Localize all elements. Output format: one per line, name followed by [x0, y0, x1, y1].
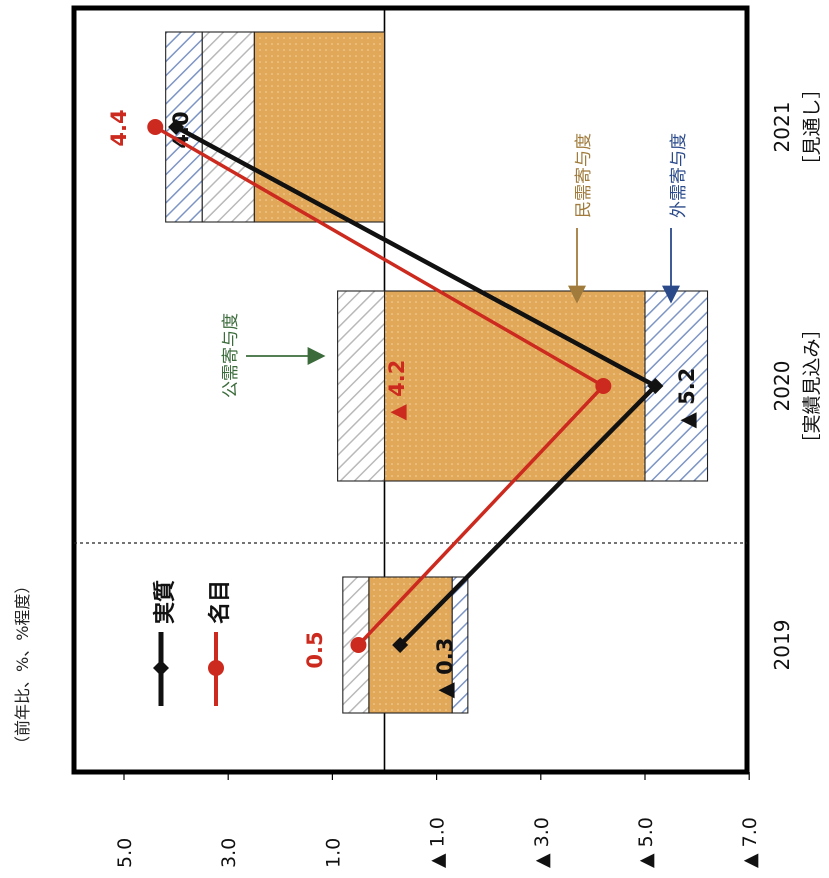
- category-axis: 2019 2020 ［実績見込み］ 2021 ［見通し］: [770, 79, 823, 670]
- axis-tick-label: ▲ 5.0: [635, 817, 657, 868]
- plot-frame: [71, 5, 750, 775]
- data-label: 4.4: [107, 109, 131, 146]
- series-point: [147, 119, 164, 135]
- legend-nominal-label: 名目: [207, 580, 233, 624]
- bar-segment: [253, 31, 386, 223]
- bar-segment: [451, 576, 469, 714]
- axis-tick-label: ▲ 1.0: [427, 817, 449, 868]
- axis-tick-label: ▲ 7.0: [739, 817, 761, 868]
- series-point: [647, 378, 664, 394]
- annotations: 公需寄与度 民需寄与度 外需寄与度: [221, 133, 689, 398]
- private-contribution-label: 民需寄与度: [574, 133, 594, 218]
- axis-tick-label: 3.0: [218, 838, 240, 868]
- category-label: 2020: [770, 361, 794, 412]
- axis-tick-label: 5.0: [114, 838, 136, 868]
- legend-real-label: 実質: [152, 580, 178, 624]
- category-label: 2021: [770, 102, 794, 153]
- line-layer: ▲ 0.3▲ 5.24.00.5▲ 4.24.4: [107, 109, 699, 698]
- legend: 実質 名目: [152, 580, 233, 706]
- legend-nominal-marker: [208, 660, 224, 676]
- category-note: ［実績見込み］: [801, 319, 823, 452]
- category-label: 2019: [770, 620, 794, 671]
- value-axis: 5.0 3.0 1.0 ▲ 1.0 ▲ 3.0 ▲ 5.0 ▲ 7.0: [114, 772, 761, 868]
- data-label: 0.5: [303, 631, 327, 668]
- series-point: [595, 378, 612, 394]
- axis-tick-label: ▲ 3.0: [531, 817, 553, 868]
- unit-note: （前年比、%、%程度）: [13, 578, 32, 752]
- data-label: ▲ 5.2: [675, 368, 699, 429]
- bar-segment: [337, 290, 386, 482]
- series-point: [168, 119, 185, 135]
- public-contribution-label: 公需寄与度: [221, 313, 241, 398]
- axis-tick-label: 1.0: [322, 838, 344, 868]
- data-label: ▲ 4.2: [385, 360, 409, 421]
- bar-segment: [201, 31, 255, 223]
- category-note: ［見通し］: [801, 79, 823, 174]
- series-point: [350, 637, 367, 653]
- bar-segment: [368, 576, 453, 714]
- external-contribution-label: 外需寄与度: [669, 133, 689, 218]
- series-point: [392, 637, 409, 653]
- data-label: ▲ 0.3: [433, 638, 457, 699]
- legend-real-marker: [153, 660, 169, 676]
